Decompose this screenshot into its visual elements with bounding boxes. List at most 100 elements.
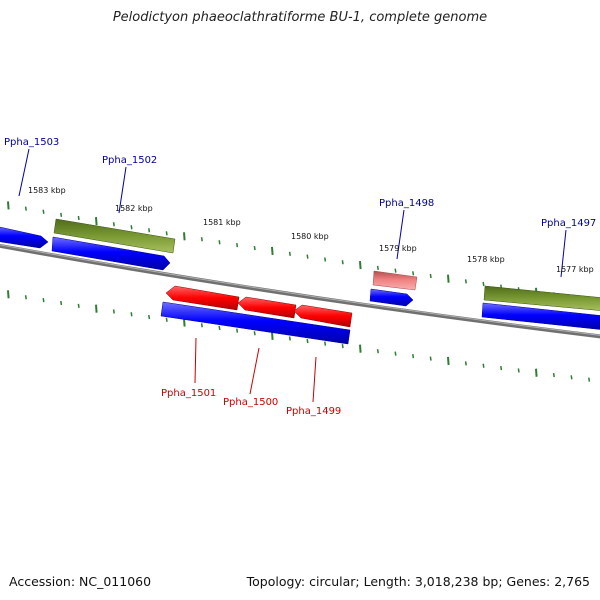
inner-tick — [288, 336, 291, 341]
outer-tick — [42, 209, 45, 214]
feature-ppha-1498[interactable] — [372, 270, 418, 291]
cds-ppha-1497[interactable] — [481, 302, 600, 330]
inner-tick — [324, 341, 327, 346]
inner-tick — [376, 349, 379, 354]
outer-tick — [376, 265, 379, 270]
outer-tick — [95, 217, 98, 226]
gene-ppha-1502[interactable] — [53, 218, 176, 254]
label-ppha-1501[interactable]: Ppha_1501 — [161, 388, 216, 399]
outer-tick — [148, 228, 151, 233]
gene-ppha-1501[interactable] — [165, 285, 240, 311]
outer-tick — [218, 240, 221, 245]
outer-tick — [271, 246, 274, 256]
leader-ppha-1498 — [396, 209, 405, 260]
inner-tick — [517, 368, 520, 373]
label-ppha-1498[interactable]: Ppha_1498 — [379, 198, 434, 209]
leader-ppha-1501 — [194, 337, 197, 384]
inner-tick — [112, 309, 115, 314]
inner-tick — [482, 363, 485, 368]
inner-tick — [77, 303, 80, 308]
scale-label: 1581 kbp — [203, 218, 241, 227]
outer-tick — [482, 281, 485, 287]
label-ppha-1497[interactable]: Ppha_1497 — [541, 218, 596, 229]
outer-tick — [429, 273, 432, 279]
outer-tick — [112, 222, 115, 227]
inner-tick — [588, 377, 591, 382]
outer-tick — [447, 274, 450, 283]
scale-label: 1583 kbp — [28, 186, 66, 195]
outer-tick — [464, 279, 467, 284]
inner-tick — [60, 300, 63, 306]
genome-title: Pelodictyon phaeoclathratiforme BU-1, co… — [112, 10, 488, 25]
outer-tick — [24, 206, 27, 211]
outer-tick — [288, 251, 291, 256]
inner-tick — [535, 368, 538, 377]
outer-tick — [60, 212, 63, 218]
genome-backbone — [0, 243, 600, 339]
scale-label: 1580 kbp — [291, 232, 329, 241]
cds-reverse-block[interactable] — [160, 301, 351, 345]
leader-ppha-1503 — [18, 148, 30, 197]
outer-tick — [77, 215, 80, 221]
outer-tick — [341, 260, 344, 265]
inner-tick — [464, 361, 467, 366]
inner-tick — [200, 323, 203, 328]
inner-tick-track — [7, 290, 591, 382]
scale-label: 1577 kbp — [556, 265, 594, 274]
inner-tick — [24, 295, 27, 300]
outer-tick-track — [7, 201, 591, 302]
inner-tick — [183, 318, 186, 327]
inner-tick — [130, 312, 133, 317]
inner-tick — [253, 331, 256, 336]
accession-text: Accession: NC_011060 — [9, 574, 152, 589]
outer-tick — [359, 261, 362, 270]
label-ppha-1502[interactable]: Ppha_1502 — [102, 155, 157, 166]
scale-label: 1578 kbp — [467, 255, 505, 264]
inner-tick — [570, 375, 573, 380]
inner-tick — [341, 344, 344, 349]
inner-tick — [148, 314, 151, 320]
inner-tick — [271, 331, 274, 340]
inner-tick — [95, 304, 98, 313]
inner-tick — [394, 351, 397, 356]
inner-tick — [412, 354, 415, 359]
leader-ppha-1499 — [312, 356, 317, 403]
outer-tick — [7, 201, 10, 210]
inner-tick — [218, 325, 221, 331]
scale-label: 1582 kbp — [115, 204, 153, 213]
inner-tick — [236, 328, 239, 333]
inner-tick — [447, 356, 450, 366]
inner-tick — [7, 290, 10, 299]
inner-tick — [552, 372, 555, 378]
inner-tick — [306, 338, 309, 344]
label-ppha-1499[interactable]: Ppha_1499 — [286, 406, 341, 417]
inner-tick — [165, 317, 168, 322]
inner-tick — [429, 356, 432, 361]
leader-ppha-1500 — [249, 347, 260, 395]
inner-tick — [500, 365, 503, 371]
cds-ppha-1503[interactable] — [0, 226, 49, 249]
outer-tick — [183, 232, 186, 241]
cds-ppha-1502[interactable] — [51, 236, 171, 271]
label-ppha-1503[interactable]: Ppha_1503 — [4, 137, 59, 148]
inner-tick — [42, 298, 45, 303]
leader-ppha-1502 — [118, 166, 127, 214]
cds-ppha-1498[interactable] — [369, 288, 414, 307]
outer-tick — [324, 257, 327, 262]
outer-tick — [165, 231, 168, 236]
outer-tick — [200, 237, 203, 242]
outer-tick — [412, 271, 415, 276]
topology-text: Topology: circular; Length: 3,018,238 bp… — [246, 574, 590, 589]
outer-tick — [253, 245, 256, 251]
gene-ppha-1499[interactable] — [293, 304, 353, 328]
outer-tick — [236, 243, 239, 248]
inner-tick — [359, 344, 362, 353]
leader-ppha-1497 — [560, 229, 567, 278]
gene-ppha-1497[interactable] — [483, 285, 600, 311]
label-ppha-1500[interactable]: Ppha_1500 — [223, 397, 278, 408]
outer-tick — [306, 254, 309, 259]
outer-tick — [130, 225, 133, 230]
outer-tick — [394, 268, 397, 273]
scale-label: 1579 kbp — [379, 244, 417, 253]
